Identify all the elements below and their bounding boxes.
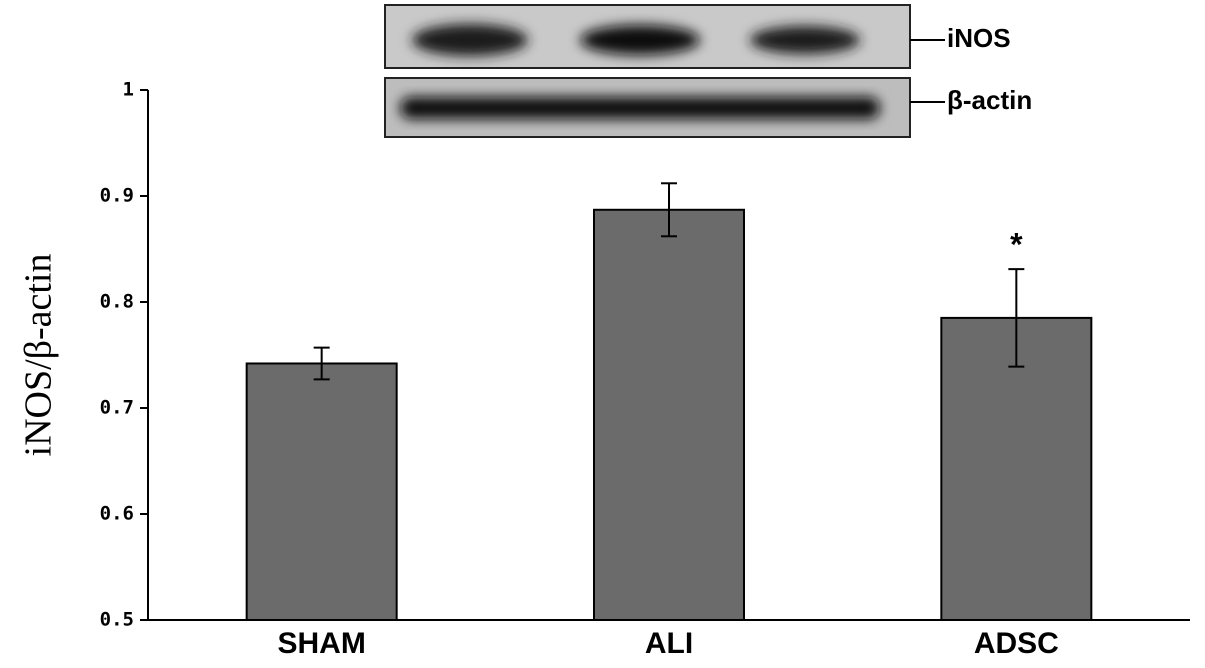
bar xyxy=(245,362,398,621)
blot-band xyxy=(400,97,880,119)
y-tick-label: 0.6 xyxy=(100,503,134,525)
annotation: * xyxy=(1010,227,1023,263)
y-tick-label: 0.7 xyxy=(100,397,134,419)
y-tick-label: 1 xyxy=(123,79,134,101)
bar xyxy=(593,208,745,621)
bar xyxy=(940,316,1093,621)
x-tick-label: ALI xyxy=(645,627,693,660)
blot-label: iNOS xyxy=(947,23,1011,53)
blot-band xyxy=(750,26,860,54)
blot-band xyxy=(412,24,528,56)
blot-band xyxy=(580,25,700,55)
western-blot: iNOS β-actin xyxy=(384,4,1032,138)
x-tick-label: ADSC xyxy=(974,627,1059,660)
y-tick-label: 0.9 xyxy=(100,185,134,207)
blot-label: β-actin xyxy=(947,85,1032,115)
y-axis-label: iNOS/β-actin xyxy=(18,254,60,457)
y-tick-label: 0.5 xyxy=(100,609,134,631)
y-tick-label: 0.8 xyxy=(100,291,134,313)
x-tick-label: SHAM xyxy=(277,627,365,660)
